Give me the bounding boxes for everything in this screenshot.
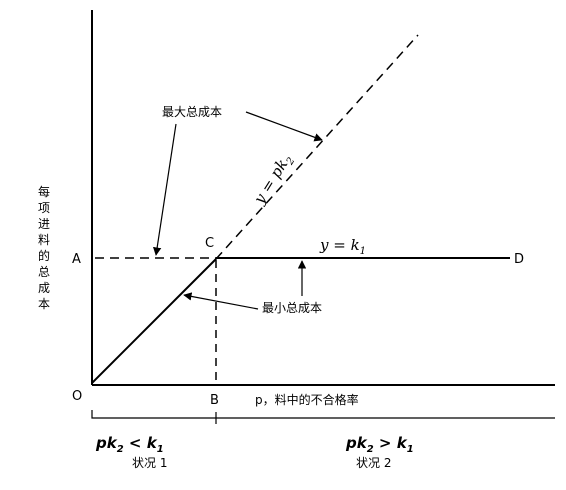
svg-text:y = pk2: y = pk2 (250, 150, 298, 209)
annotation-max-total-cost: 最大总成本 (162, 105, 222, 119)
left-region-name: 状况 1 (132, 456, 167, 470)
label-origin: O (72, 389, 82, 404)
label-D: D (514, 252, 524, 267)
region-bracket (91, 410, 555, 424)
svg-text:成: 成 (38, 281, 50, 295)
svg-text:项: 项 (38, 201, 50, 215)
annotation-min-total-cost: 最小总成本 (262, 301, 322, 315)
right-condition: pk2 > k1 (345, 434, 414, 455)
arrow-max-to-pk2 (245, 111, 323, 142)
svg-text:的: 的 (38, 248, 50, 263)
x-axis-label: p，料中的不合格率 (255, 392, 359, 407)
line-pk2-dashed (215, 34, 419, 260)
label-C: C (205, 236, 214, 251)
label-A: A (72, 252, 81, 267)
label-y-pk2: y = pk2 (250, 150, 298, 209)
svg-text:总: 总 (38, 265, 50, 279)
arrow-min-to-OC (183, 292, 259, 310)
svg-text:本: 本 (38, 297, 50, 311)
arrow-max-to-A (152, 123, 177, 256)
y-axis-label: 每 项 进 料 的 总 成 本 (38, 184, 50, 311)
svg-text:进: 进 (38, 217, 50, 231)
line-pk2-solid (91, 258, 217, 384)
label-y-k1: y = k1 (319, 236, 366, 257)
svg-text:料: 料 (38, 233, 50, 247)
right-region-name: 状况 2 (356, 456, 391, 470)
left-condition: pk2 < k1 (95, 434, 164, 455)
label-B: B (210, 393, 219, 408)
svg-text:每: 每 (38, 184, 50, 199)
